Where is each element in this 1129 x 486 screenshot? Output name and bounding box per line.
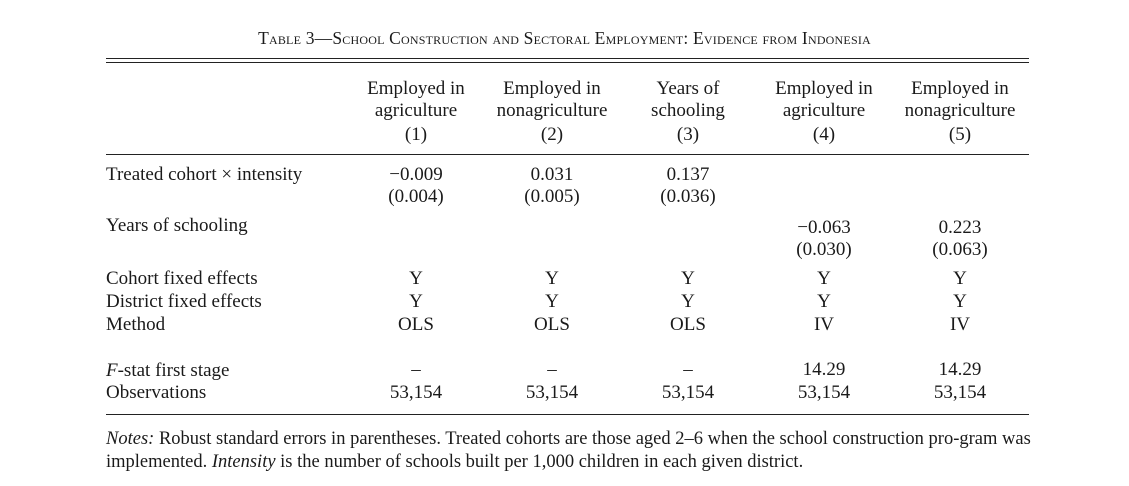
- col-5-header-line1: Employed in: [911, 78, 1009, 99]
- col-4-header-line1: Employed in: [775, 78, 873, 99]
- fstat-1: –: [411, 359, 421, 380]
- fstat-4: 14.29: [802, 359, 846, 380]
- treated-se-3: (0.036): [660, 186, 716, 207]
- district-fe-5: Y: [953, 291, 967, 312]
- cohort-fe-2: Y: [545, 268, 559, 289]
- method-1: OLS: [398, 314, 434, 335]
- district-fe-1: Y: [409, 291, 423, 312]
- row-label-fstat: F-stat first stage: [106, 360, 229, 382]
- schooling-se-4: (0.030): [796, 239, 852, 260]
- fstat-label-rest: -stat first stage: [117, 360, 230, 381]
- observations-3: 53,154: [661, 382, 715, 403]
- observations-2: 53,154: [525, 382, 579, 403]
- col-1-header-line1: Employed in: [367, 78, 465, 99]
- col-2-header-number: (2): [540, 124, 564, 145]
- observations-5: 53,154: [933, 382, 987, 403]
- col-3-header-line2: schooling: [651, 100, 725, 121]
- row-label-schooling: Years of schooling: [106, 215, 248, 236]
- schooling-coef-5: 0.223: [938, 217, 982, 238]
- col-5-header-number: (5): [948, 124, 972, 145]
- table-notes: Notes: Robust standard errors in parenth…: [106, 428, 1036, 474]
- method-4: IV: [813, 314, 835, 335]
- cohort-fe-4: Y: [817, 268, 831, 289]
- col-2-header-line1: Employed in: [503, 78, 601, 99]
- notes-italic-word: Intensity: [211, 452, 276, 472]
- schooling-se-5: (0.063): [932, 239, 988, 260]
- col-3-header-number: (3): [676, 124, 700, 145]
- schooling-coef-4: −0.063: [797, 217, 851, 238]
- row-label-observations: Observations: [106, 382, 207, 403]
- notes-prefix: Notes:: [106, 429, 155, 449]
- row-label-cohort-fe: Cohort fixed effects: [106, 268, 258, 289]
- treated-coef-1: −0.009: [389, 164, 443, 185]
- top-rule-2: [106, 62, 1029, 63]
- col-5-header-line2: nonagriculture: [904, 100, 1016, 121]
- observations-4: 53,154: [797, 382, 851, 403]
- district-fe-2: Y: [545, 291, 559, 312]
- fstat-2: –: [547, 359, 557, 380]
- fstat-5: 14.29: [938, 359, 982, 380]
- col-3-header-line1: Years of: [656, 78, 720, 99]
- fstat-label-italic: F: [106, 360, 118, 381]
- treated-coef-3: 0.137: [666, 164, 710, 185]
- bottom-rule: [106, 414, 1029, 415]
- cohort-fe-3: Y: [681, 268, 695, 289]
- fstat-3: –: [683, 359, 693, 380]
- method-3: OLS: [670, 314, 706, 335]
- observations-1: 53,154: [389, 382, 443, 403]
- col-1-header-line2: agriculture: [374, 100, 458, 121]
- col-2-header-line2: nonagriculture: [496, 100, 608, 121]
- table-title: Table 3—School Construction and Sectoral…: [258, 28, 871, 48]
- treated-se-2: (0.005): [524, 186, 580, 207]
- row-label-method: Method: [106, 314, 166, 335]
- row-label-district-fe: District fixed effects: [106, 291, 262, 312]
- treated-se-1: (0.004): [388, 186, 444, 207]
- district-fe-3: Y: [681, 291, 695, 312]
- method-5: IV: [949, 314, 971, 335]
- row-label-treated: Treated cohort × intensity: [106, 164, 303, 185]
- cohort-fe-5: Y: [953, 268, 967, 289]
- district-fe-4: Y: [817, 291, 831, 312]
- notes-text-1: Robust standard errors in parentheses. T…: [106, 429, 1031, 472]
- notes-text-2: is the number of schools built per 1,000…: [275, 452, 804, 472]
- cohort-fe-1: Y: [409, 268, 423, 289]
- col-4-header-number: (4): [812, 124, 836, 145]
- col-4-header-line2: agriculture: [782, 100, 866, 121]
- top-rule-1: [106, 58, 1029, 59]
- header-rule: [106, 154, 1029, 155]
- col-1-header-number: (1): [404, 124, 428, 145]
- treated-coef-2: 0.031: [530, 164, 574, 185]
- method-2: OLS: [534, 314, 570, 335]
